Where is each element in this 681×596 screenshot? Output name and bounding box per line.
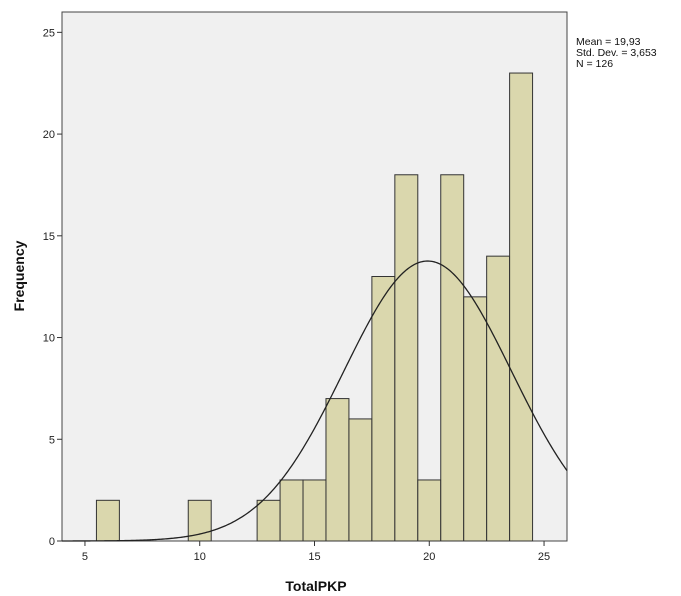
histogram-bar (348, 418, 373, 542)
x-tick-label: 15 (308, 551, 320, 563)
n-stat: N = 126 (576, 58, 614, 70)
y-tick-label: 15 (43, 231, 55, 243)
x-tick-label: 25 (538, 551, 550, 563)
mean-stat: Mean = 19,93 (576, 36, 641, 48)
histogram-bar (279, 479, 304, 542)
x-tick-label: 5 (82, 551, 88, 563)
x-tick-label: 20 (423, 551, 435, 563)
y-tick-label: 5 (49, 434, 55, 446)
x-tick-label: 10 (194, 551, 206, 563)
y-tick-label: 10 (43, 333, 55, 345)
normal-curve (62, 260, 568, 542)
histogram-bar (440, 174, 465, 542)
std-dev-stat: Std. Dev. = 3,653 (576, 47, 657, 59)
histogram-bar (509, 72, 534, 542)
histogram-bar (302, 479, 327, 542)
bars-group (95, 72, 534, 542)
histogram-bar (417, 479, 442, 542)
histogram-bar (325, 398, 350, 542)
y-axis: 0 5 10 15 20 25 (43, 27, 62, 548)
y-tick-label: 0 (49, 536, 55, 548)
x-axis: 5 10 15 20 25 (82, 541, 550, 563)
histogram-bar (256, 499, 281, 542)
histogram-bar (95, 499, 120, 542)
stats-box: Mean = 19,93 Std. Dev. = 3,653 N = 126 (576, 37, 657, 70)
histogram-bar (371, 276, 396, 542)
x-axis-title: TotalPKP (285, 578, 346, 594)
y-tick-label: 25 (43, 27, 55, 39)
y-tick-label: 20 (43, 129, 55, 141)
histogram-bar (463, 296, 488, 542)
y-axis-title: Frequency (11, 240, 27, 311)
histogram-bar (187, 499, 212, 542)
histogram-bar (486, 255, 511, 542)
histogram-bar (394, 174, 419, 542)
